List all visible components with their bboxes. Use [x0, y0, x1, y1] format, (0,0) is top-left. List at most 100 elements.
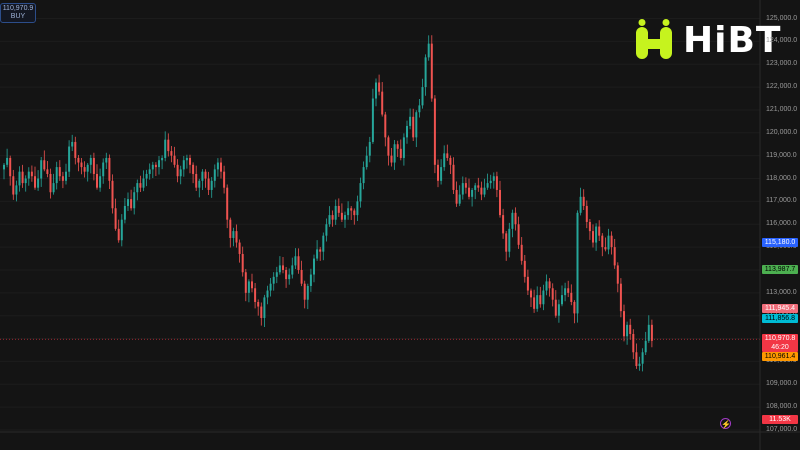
candle-body [30, 171, 33, 177]
candle-body [235, 231, 238, 243]
candle-body [384, 114, 387, 138]
price-axis-tick: 122,000.0 [766, 83, 798, 91]
candle-body [313, 258, 315, 275]
candle-body [579, 196, 582, 213]
candle-body [492, 176, 495, 181]
candle-body [443, 153, 446, 168]
candle-body [263, 297, 266, 318]
candle-body [123, 205, 126, 220]
candle-body [427, 43, 430, 58]
candle-body [378, 82, 381, 92]
candle-body [71, 141, 74, 147]
candle-body [495, 176, 498, 190]
candle-body [421, 87, 424, 106]
candle-body [371, 98, 374, 142]
candle-body [539, 295, 542, 305]
candle-body [619, 283, 622, 312]
candle-body [520, 244, 523, 261]
candle-body [607, 235, 610, 250]
candle-body [65, 171, 67, 181]
candle-body [344, 215, 346, 220]
candle-body [613, 247, 616, 266]
candle-body [319, 249, 322, 252]
candle-body [464, 183, 467, 188]
candle-body [226, 187, 229, 220]
candle-body [486, 183, 489, 188]
candle-body [216, 162, 219, 170]
candle-body [309, 274, 312, 286]
candle-body [505, 233, 508, 252]
candle-body [412, 116, 415, 138]
candle-body [399, 148, 402, 158]
candle-body [570, 292, 573, 302]
candle-body [402, 137, 405, 158]
candle-body [328, 215, 331, 225]
candle-body [74, 141, 77, 158]
candle-body [530, 290, 532, 298]
candle-body [161, 157, 164, 161]
hibt-logo-icon [636, 19, 672, 59]
candle-body [229, 219, 232, 238]
current-price-tag: 110,970.8 46:20 [762, 334, 798, 353]
candle-body [526, 276, 529, 291]
candle-body [210, 180, 213, 190]
candle-body [154, 164, 157, 168]
candle-body [455, 189, 458, 204]
candle-body [89, 157, 92, 165]
candle-body [12, 176, 15, 195]
logo-text: HiBT [683, 20, 782, 61]
candle-body [502, 215, 505, 234]
candle-body [468, 187, 470, 197]
candle-body [437, 164, 439, 181]
candle-body [266, 290, 269, 298]
candle-body [406, 125, 408, 138]
candle-body [542, 290, 545, 305]
candle-body [337, 205, 340, 213]
price-tag: 115,180.0 [762, 238, 798, 247]
candle-body [294, 256, 297, 266]
buy-order-button[interactable]: 110,970.9 BUY [0, 3, 36, 23]
candle-body [247, 281, 250, 293]
candle-body [567, 288, 570, 293]
candle-body [644, 340, 647, 353]
candle-body [368, 141, 371, 156]
price-axis-tick: 124,000.0 [766, 37, 798, 45]
candle-body [638, 363, 641, 366]
hibt-logo: HiBT [633, 18, 781, 64]
buy-price: 110,970.9 [2, 5, 34, 12]
candle-body [260, 306, 263, 318]
candle-body [626, 324, 629, 337]
candle-body [554, 299, 557, 316]
candle-body [483, 187, 486, 195]
candle-body [220, 162, 222, 172]
candle-body [244, 272, 247, 293]
price-axis-tick: 123,000.0 [766, 60, 798, 68]
price-axis-tick: 108,000.0 [766, 403, 798, 411]
candle-body [297, 256, 300, 270]
lightning-icon[interactable]: ⚡ [720, 418, 731, 429]
candle-body [533, 297, 536, 309]
candle-body [523, 260, 526, 277]
price-axis-tick: 125,000.0 [766, 14, 798, 22]
candle-body [375, 82, 377, 99]
candle-body [340, 212, 343, 220]
candle-body [223, 171, 226, 188]
candle-body [201, 171, 204, 181]
candle-body [102, 162, 105, 177]
price-axis-tick: 117,000.0 [766, 197, 797, 205]
candle-body [58, 167, 61, 177]
candle-body [92, 157, 95, 174]
candle-body [254, 288, 257, 302]
price-axis-tick: 121,000.0 [766, 105, 798, 113]
candle-body [99, 176, 102, 188]
candle-body [96, 173, 98, 188]
candle-body [350, 208, 353, 211]
candle-body [536, 295, 539, 309]
candle-body [430, 43, 433, 99]
candle-body [173, 155, 176, 165]
candle-body [359, 183, 362, 202]
current-price-value: 110,970.8 [764, 335, 796, 343]
price-axis-tick: 107,000.0 [766, 426, 798, 433]
candle-body [68, 146, 71, 172]
